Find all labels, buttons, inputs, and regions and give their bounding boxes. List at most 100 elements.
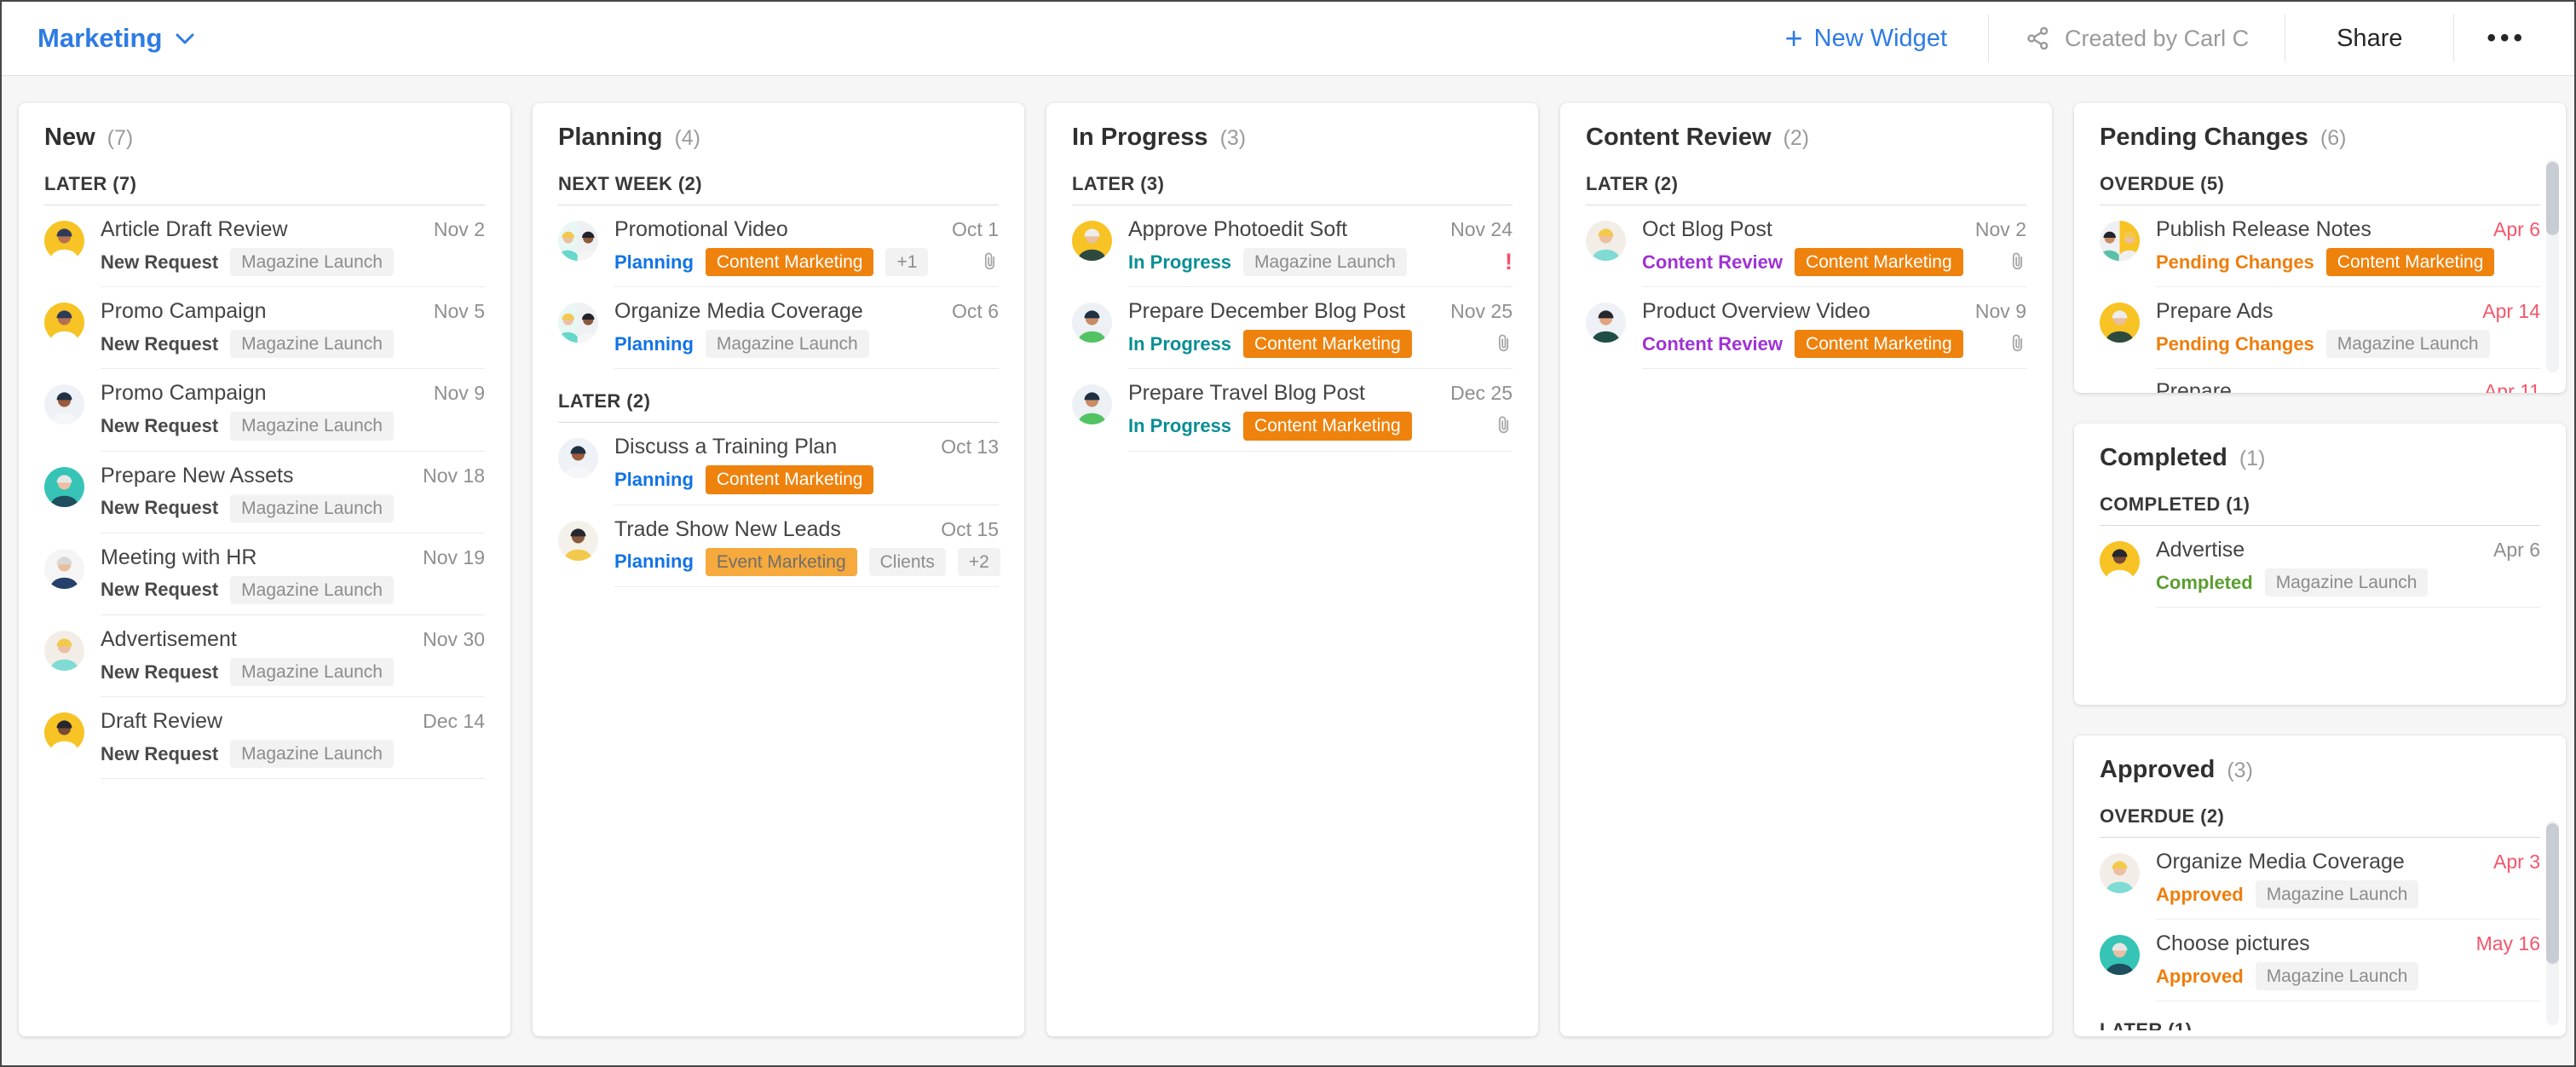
share-button[interactable]: Share <box>2337 24 2403 52</box>
task-status[interactable]: New Request <box>101 497 219 519</box>
task-status[interactable]: New Request <box>101 332 219 355</box>
widget-title: Content Review (2) <box>1586 124 2026 152</box>
task-row[interactable]: Advertise Apr 6 Completed Magazine Launch <box>2100 526 2540 608</box>
widget-title-text: Approved <box>2100 756 2216 783</box>
attachment-paperclip-icon[interactable] <box>1495 333 1513 355</box>
tag-pill[interactable]: Magazine Launch <box>2264 568 2429 597</box>
board-section: OVERDUE (2) Organize Media Coverage Apr 3 A… <box>2100 806 2540 1002</box>
task-row[interactable]: Approve Photoedit Soft Nov 24 In Progress M… <box>1072 205 1513 288</box>
widget-card: Approved (3) OVERDUE (2) Organize Media Cov… <box>2074 735 2566 1036</box>
task-title: Prepare Travel Blog Post <box>1128 381 1365 406</box>
task-row[interactable]: Trade Show New Leads Oct 15 Planning Event … <box>558 505 1000 587</box>
task-status[interactable]: Planning <box>614 251 694 273</box>
task-row[interactable]: Promotional Video Oct 1 Planning Content Ma… <box>558 205 999 288</box>
avatar <box>2100 935 2140 976</box>
task-status[interactable]: Pending Changes <box>2156 332 2314 355</box>
widget-card: Pending Changes (6) OVERDUE (5) Publish Rel… <box>2074 103 2566 393</box>
tag-pill[interactable]: Magazine Launch <box>230 412 394 441</box>
avatar <box>1586 303 1626 343</box>
tag-pill[interactable]: Magazine Launch <box>230 740 394 769</box>
tag-pill[interactable]: +1 <box>885 248 929 277</box>
more-menu-button[interactable]: ••• <box>2487 24 2527 52</box>
task-status[interactable]: Planning <box>614 332 694 355</box>
tag-pill[interactable]: Magazine Launch <box>2325 330 2490 359</box>
avatar <box>558 221 598 261</box>
task-row[interactable]: Article Draft Review Nov 2 New Request Maga… <box>44 205 485 288</box>
task-due-date: May 16 <box>2475 932 2540 955</box>
task-status[interactable]: New Request <box>101 414 219 436</box>
task-row[interactable]: Promo Campaign Nov 5 New Request Magazine L… <box>44 287 485 370</box>
task-row[interactable]: Prepare Travel Blog Post Dec 25 In Progres… <box>1072 369 1513 452</box>
tag-pill[interactable]: Magazine Launch <box>230 575 394 604</box>
tag-pill[interactable]: Content Marketing <box>1795 248 1963 277</box>
share-network-icon <box>2027 26 2049 50</box>
task-status[interactable]: Planning <box>614 468 694 490</box>
task-row[interactable]: Discuss a Training Plan Oct 13 Planning Con… <box>558 423 999 505</box>
scrollbar-thumb[interactable] <box>2546 162 2559 235</box>
attachment-paperclip-icon[interactable] <box>981 251 999 273</box>
task-status[interactable]: Planning <box>614 551 694 573</box>
tag-pill[interactable]: Magazine Launch <box>230 330 394 359</box>
task-row[interactable]: Advertisement Nov 30 New Request Magazine L… <box>44 615 485 698</box>
tag-pill[interactable]: Magazine Launch <box>705 330 869 359</box>
task-row[interactable]: Promo Campaign Nov 9 New Request Magazine L… <box>44 369 485 452</box>
task-row[interactable]: Publish Release Notes Apr 6 Pending Change… <box>2100 205 2540 288</box>
task-row[interactable]: Organize Media Coverage Oct 6 Planning Maga… <box>558 287 999 370</box>
task-status[interactable]: Pending Changes <box>2156 251 2314 273</box>
task-row[interactable]: Prepare Ads Apr 14 Pending Changes Magazine… <box>2100 287 2540 370</box>
task-due-date: Nov 5 <box>433 300 485 323</box>
column-stack: In Progress (3) LATER (3) Approve Photoedit… <box>1046 103 1538 1036</box>
scrollbar-thumb[interactable] <box>2546 823 2559 964</box>
task-status[interactable]: In Progress <box>1128 251 1232 273</box>
task-row-clipped[interactable]: Prepare Apr 11 <box>2100 369 2540 393</box>
task-due-date: Apr 6 <box>2493 218 2540 240</box>
board-switcher[interactable]: Marketing <box>37 23 194 54</box>
attachment-paperclip-icon[interactable] <box>1495 415 1513 436</box>
task-row[interactable]: Oct Blog Post Nov 2 Content Review Content … <box>1586 205 2026 288</box>
attachment-paperclip-icon[interactable] <box>2008 251 2026 273</box>
attachment-paperclip-icon[interactable] <box>2008 333 2026 355</box>
task-row[interactable]: Product Overview Video Nov 9 Content Revie… <box>1586 287 2026 370</box>
task-status[interactable]: New Request <box>101 742 219 764</box>
task-status[interactable]: Content Review <box>1642 332 1784 355</box>
task-status[interactable]: New Request <box>101 579 219 601</box>
task-status[interactable]: In Progress <box>1128 414 1232 436</box>
task-status[interactable]: Completed <box>2156 571 2253 593</box>
task-status[interactable]: New Request <box>101 251 219 273</box>
task-status[interactable]: In Progress <box>1128 332 1232 355</box>
task-row[interactable]: Choose pictures May 16 Approved Magazine La… <box>2100 920 2540 1002</box>
avatar <box>1586 221 1626 261</box>
task-row[interactable]: Meeting with HR Nov 19 New Request Magazine… <box>44 534 485 615</box>
task-status[interactable]: Approved <box>2156 883 2244 905</box>
task-due-date: Nov 30 <box>423 627 485 650</box>
tag-pill[interactable]: Magazine Launch <box>2255 962 2419 991</box>
tag-pill[interactable]: Magazine Launch <box>1243 248 1407 277</box>
tag-pill[interactable]: Magazine Launch <box>230 493 394 522</box>
task-due-date: Nov 25 <box>1450 300 1513 323</box>
tag-pill[interactable]: Content Marketing <box>1243 330 1412 359</box>
widget-count: (3) <box>2227 758 2253 782</box>
task-row[interactable]: Draft Review Dec 14 New Request Magazine La… <box>44 697 485 780</box>
tag-pill[interactable]: Magazine Launch <box>2255 880 2419 909</box>
chevron-down-icon <box>176 33 194 43</box>
new-widget-button[interactable]: + New Widget <box>1751 23 1981 54</box>
task-status[interactable]: Approved <box>2156 965 2244 987</box>
tag-pill[interactable]: Content Marketing <box>1243 412 1412 441</box>
board-section: LATER (2) Oct Blog Post Nov 2 Content Revie… <box>1586 174 2026 370</box>
tag-pill[interactable]: Content Marketing <box>705 465 874 494</box>
tag-pill[interactable]: +2 <box>957 547 1000 576</box>
tag-pill[interactable]: Content Marketing <box>705 248 874 277</box>
tag-pill[interactable]: Event Marketing <box>705 547 857 576</box>
tag-pill[interactable]: Magazine Launch <box>230 248 394 277</box>
task-status[interactable]: New Request <box>101 660 219 683</box>
task-row[interactable]: Organize Media Coverage Apr 3 Approved Maga… <box>2100 838 2540 920</box>
tag-pill[interactable]: Magazine Launch <box>230 657 394 687</box>
task-row[interactable]: Prepare New Assets Nov 18 New Request Magaz… <box>44 452 485 534</box>
column-stack: New (7) LATER (7) Article Draft Review Nov 2… <box>19 103 510 1036</box>
tag-pill[interactable]: Content Marketing <box>2325 248 2495 277</box>
task-status[interactable]: Content Review <box>1642 251 1784 273</box>
tag-pill[interactable]: Content Marketing <box>1795 330 1963 359</box>
task-row[interactable]: Prepare December Blog Post Nov 25 In Progr… <box>1072 287 1513 370</box>
tag-pill[interactable]: Clients <box>868 547 946 576</box>
